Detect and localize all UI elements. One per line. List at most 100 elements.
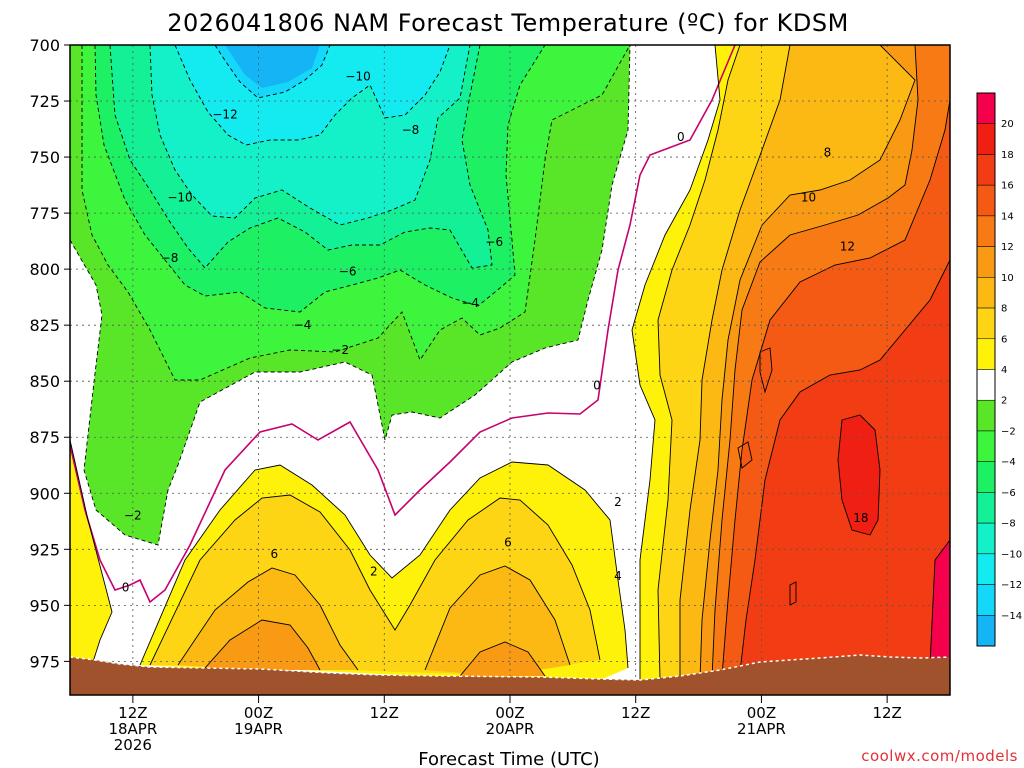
colorbar-label: 20	[1001, 119, 1014, 130]
y-tick-label: 950	[29, 596, 60, 615]
colorbar-swatch	[976, 184, 996, 217]
colorbar-label: 10	[1001, 273, 1014, 284]
contour-labels: −12 −10 −8 −10 −8 −6 −6 −4 −4 −2 0 0 −2 0 6 2 6 2 4 8 10 12 18	[122, 69, 869, 594]
zero-degree-contour	[69, 44, 736, 604]
y-tick-label: 775	[29, 204, 60, 223]
y-tick-label: 925	[29, 540, 60, 559]
contour-label: 18	[853, 511, 868, 525]
y-tick-label: 825	[29, 316, 60, 335]
colorbar-swatch	[976, 399, 996, 432]
contour-label: 6	[504, 536, 512, 550]
colorbar-swatch	[976, 215, 996, 247]
contour-label: 0	[122, 580, 130, 594]
x-tick-label: 12Z	[872, 704, 901, 722]
y-tick-label: 875	[29, 428, 60, 447]
colorbar-label: −10	[1001, 549, 1022, 560]
ground-surface	[70, 655, 950, 695]
colorbar-swatch	[976, 553, 996, 585]
y-tick-label: 700	[29, 36, 60, 55]
colorbar-label: −6	[1001, 488, 1016, 499]
y-tick-label: 725	[29, 92, 60, 111]
x-tick-label: 21APR	[737, 720, 786, 738]
contour-label: 8	[824, 146, 832, 160]
colorbar-label: 18	[1001, 150, 1014, 161]
y-tick-label: 900	[29, 484, 60, 503]
contour-label: −10	[345, 69, 370, 83]
contour-label: −8	[402, 123, 420, 137]
colorbar-swatch	[976, 492, 996, 524]
temp-band-8-dome2	[425, 566, 570, 676]
colorbar-label: 12	[1001, 242, 1014, 253]
colorbar-label: 8	[1001, 304, 1007, 315]
contour-label: −12	[212, 107, 237, 121]
contour-label: 12	[840, 240, 855, 254]
x-tick-label: 2026	[114, 736, 152, 754]
temp-band-8-dome1	[178, 568, 358, 670]
colorbar-label: 16	[1001, 181, 1014, 192]
colorbar-frame	[976, 92, 996, 647]
contour-label: −6	[339, 264, 357, 278]
colorbar-label: 6	[1001, 334, 1007, 345]
colorbar-label: −2	[1001, 426, 1016, 437]
contour-label: 4	[614, 569, 622, 583]
colorbar-swatch	[976, 338, 996, 370]
colorbar-label: −4	[1001, 457, 1016, 468]
x-tick-label: 12Z	[118, 704, 147, 722]
colorbar-label: −14	[1001, 611, 1022, 622]
contour-label: 0	[677, 130, 685, 144]
temp-band-20-right	[930, 540, 950, 665]
colorbar-swatch	[976, 246, 996, 278]
colorbar-swatch	[976, 430, 996, 462]
colorbar-label: −12	[1001, 580, 1022, 591]
temp-band-4-left	[70, 440, 112, 665]
contour-label: −4	[294, 318, 312, 332]
x-tick-label: 12Z	[621, 704, 650, 722]
contour-label: −2	[331, 343, 349, 357]
colorbar: 20 18 16 14 12 10 8 6 4 2 −2 −4 −6 −8 −10 −12 −14	[976, 92, 1022, 647]
contour-label: 2	[614, 495, 622, 509]
temp-band-minus16	[225, 45, 320, 88]
x-tick-label: 00Z	[244, 704, 273, 722]
colorbar-swatch	[976, 369, 996, 401]
colorbar-label: 14	[1001, 211, 1014, 222]
ground-surface-edge	[69, 654, 951, 681]
colorbar-swatch	[976, 123, 996, 155]
colorbar-swatch	[976, 615, 996, 647]
colorbar-swatch	[976, 522, 996, 555]
colorbar-label: −8	[1001, 519, 1016, 530]
x-tick-label: 18APR	[108, 720, 157, 738]
colorbar-label: 2	[1001, 396, 1007, 407]
contour-label: −2	[124, 509, 142, 523]
colorbar-swatch	[976, 461, 996, 493]
colorbar-swatch	[976, 154, 996, 186]
x-tick-label: 00Z	[495, 704, 524, 722]
contour-label: 10	[801, 190, 816, 204]
temp-band-10-dome1	[205, 620, 320, 670]
colorbar-swatch	[976, 92, 996, 124]
contour-label: 0	[593, 379, 601, 393]
contour-label: 6	[270, 547, 278, 561]
contour-label: −6	[485, 235, 503, 249]
contour-label: 2	[370, 565, 378, 579]
colorbar-swatch	[976, 307, 996, 340]
x-axis-label: Forecast Time (UTC)	[418, 749, 599, 768]
x-tick-label: 19APR	[234, 720, 283, 738]
cold-contours	[69, 44, 631, 546]
y-tick-label: 975	[29, 652, 60, 671]
x-tick-label: 20APR	[486, 720, 535, 738]
warm-contours	[69, 44, 951, 682]
y-axis: 700 725 750 775 800 825 850 875 900 925 950 975	[29, 36, 70, 671]
colorbar-swatch	[976, 584, 996, 616]
y-tick-label: 750	[29, 148, 60, 167]
temp-band-18-right	[838, 415, 880, 535]
contour-label: −10	[167, 190, 192, 204]
y-tick-label: 850	[29, 372, 60, 391]
contour-label: −8	[161, 251, 179, 265]
x-tick-label: 00Z	[747, 704, 776, 722]
colorbar-label: 4	[1001, 365, 1007, 376]
credit-text: coolwx.com/models	[861, 747, 1018, 765]
plot-area	[69, 44, 951, 696]
y-tick-label: 800	[29, 260, 60, 279]
